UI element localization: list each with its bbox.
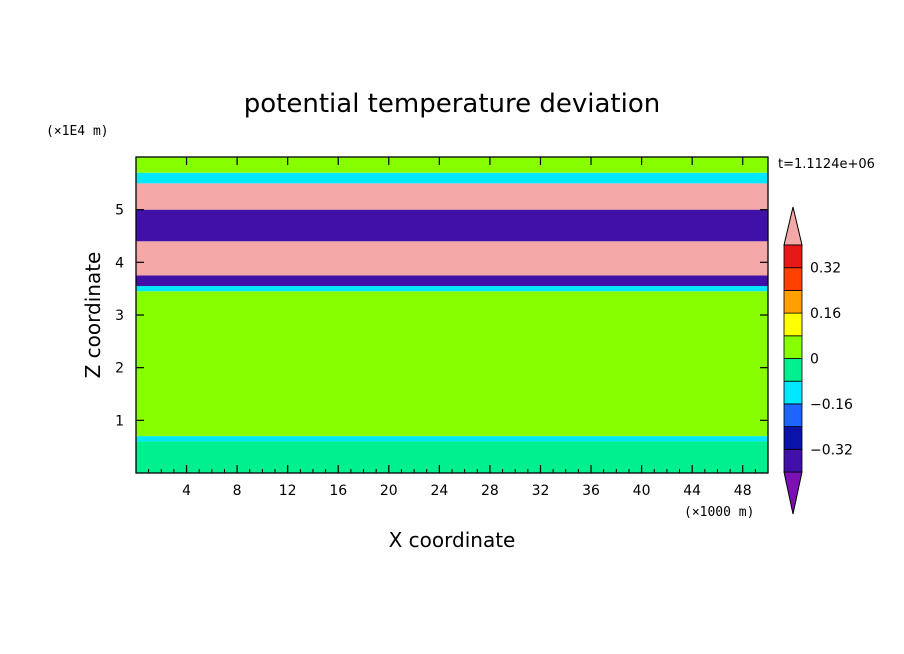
field-band-7 — [136, 183, 768, 210]
colorbar-segment — [783, 380, 803, 405]
colorbar-segment — [783, 358, 803, 382]
y-axis: 1 2 3 4 5 — [115, 203, 768, 429]
field-band-0 — [136, 441, 768, 473]
x-axis: 4 8 12 16 20 24 28 32 36 40 44 48 — [148, 157, 756, 499]
y-tick-label: 1 — [115, 413, 124, 429]
y-tick-label: 4 — [115, 255, 124, 271]
x-tick-label: 44 — [683, 483, 701, 499]
field-band-5 — [136, 241, 768, 276]
field-band-6 — [136, 209, 768, 242]
field-band-3 — [136, 286, 768, 292]
colorbar-extend-low — [783, 471, 803, 515]
colorbar-segment — [783, 403, 803, 427]
field-band-1 — [136, 436, 768, 442]
y-axis-title: Z coordinate — [81, 252, 105, 379]
colorbar-segment — [783, 426, 803, 450]
x-tick-label: 48 — [734, 483, 752, 499]
x-tick-label: 36 — [582, 483, 600, 499]
x-tick-label: 4 — [182, 483, 191, 499]
x-tick-label: 20 — [380, 483, 398, 499]
colorbar-segment — [783, 448, 803, 473]
time-label: t=1.1124e+06 — [778, 157, 875, 172]
colorbar-label: 0 — [810, 352, 819, 368]
x-axis-title: X coordinate — [389, 528, 516, 552]
colorbar-label: 0.16 — [810, 306, 841, 322]
x-tick-label: 16 — [329, 483, 347, 499]
colorbar-label: −0.16 — [810, 397, 853, 413]
x-tick-label: 24 — [430, 483, 448, 499]
colorbar-extend-high — [783, 206, 803, 246]
field-band-9 — [136, 157, 768, 173]
colorbar-segment — [783, 312, 803, 337]
x-tick-label: 28 — [481, 483, 499, 499]
x-tick-label: 40 — [633, 483, 651, 499]
y-unit-label: (×1E4 m) — [46, 124, 109, 139]
x-tick-label: 32 — [532, 483, 550, 499]
colorbar-segment — [783, 244, 803, 269]
contour-field — [136, 157, 768, 473]
colorbar: −0.32 −0.16 0 0.16 0.32 — [783, 206, 853, 515]
colorbar-segment — [783, 267, 803, 291]
field-band-8 — [136, 172, 768, 184]
colorbar-label: 0.32 — [810, 261, 841, 277]
y-tick-label: 3 — [115, 308, 124, 324]
field-band-2 — [136, 291, 768, 437]
x-tick-label: 8 — [233, 483, 242, 499]
colorbar-label: −0.32 — [810, 442, 853, 458]
x-unit-label: (×1000 m) — [684, 505, 754, 520]
colorbar-segment — [783, 289, 803, 314]
colorbar-segment — [783, 335, 803, 359]
field-band-4 — [136, 275, 768, 287]
y-tick-label: 2 — [115, 361, 124, 377]
chart-title: potential temperature deviation — [244, 89, 660, 119]
x-tick-label: 12 — [279, 483, 297, 499]
y-tick-label: 5 — [115, 203, 124, 219]
